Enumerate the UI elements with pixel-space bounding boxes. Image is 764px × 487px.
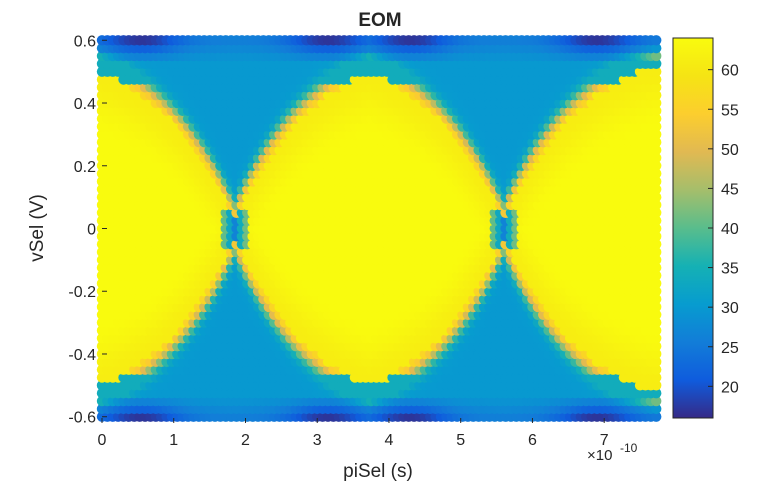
scatter-point: [651, 309, 662, 320]
scatter-point: [651, 403, 662, 415]
scatter-point: [651, 340, 662, 352]
scatter-point: [651, 364, 662, 375]
scatter-point: [651, 325, 662, 336]
scatter-point: [651, 380, 662, 391]
chart-title: EOM: [358, 10, 401, 31]
scatter-point: [651, 317, 662, 328]
scatter-point: [651, 372, 662, 383]
scatter-point: [651, 356, 662, 368]
scatter-markers: [96, 35, 662, 422]
scatter-point: [651, 301, 662, 313]
plot-area: [96, 34, 662, 423]
scatter-point: [651, 333, 662, 344]
scatter-point: [651, 411, 662, 422]
scatter-point: [651, 348, 662, 360]
scatter-point: [651, 293, 662, 305]
scatter-point: [651, 395, 662, 407]
scatter-point: [651, 388, 662, 399]
